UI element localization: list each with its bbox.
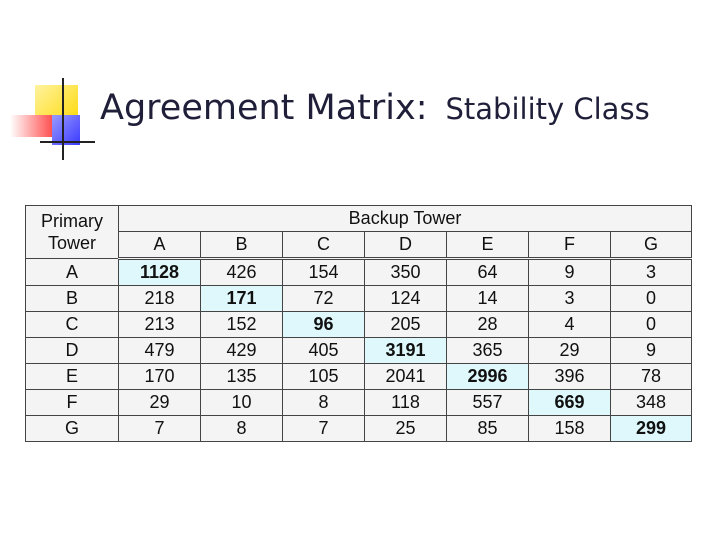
row-label: G — [25, 415, 119, 442]
row-label: A — [25, 258, 119, 286]
column-header: B — [200, 231, 283, 260]
table-row: G 7 8 7 25 85 158 299 — [25, 415, 693, 442]
matrix-cell: 4 — [528, 311, 611, 338]
matrix-cell: 205 — [364, 311, 447, 338]
group-header-row: Primary Tower Backup Tower — [25, 205, 693, 259]
diagonal-cell: 2996 — [446, 363, 529, 390]
matrix-cell: 78 — [609, 363, 693, 390]
slide-title: Agreement Matrix: Stability Class — [100, 88, 650, 128]
matrix-cell: 25 — [364, 415, 447, 442]
matrix-cell: 170 — [118, 363, 201, 390]
matrix-cell: 8 — [200, 415, 283, 442]
table-row: B 218 171 72 124 14 3 0 — [25, 285, 693, 312]
column-header: D — [364, 231, 447, 260]
matrix-cell: 9 — [609, 337, 693, 364]
row-label: F — [25, 389, 119, 416]
agreement-matrix: Primary Tower Backup Tower A B C D E F G… — [25, 205, 693, 442]
matrix-cell: 405 — [282, 337, 365, 364]
matrix-cell: 10 — [200, 389, 283, 416]
matrix-cell: 3 — [528, 285, 611, 312]
table-row: A 1128 426 154 350 64 9 3 — [25, 258, 693, 286]
title-decoration — [10, 78, 95, 160]
diagonal-cell: 299 — [609, 415, 693, 442]
matrix-body: A 1128 426 154 350 64 9 3 B 218 171 72 124 14 3 0 C 213 15… — [25, 258, 693, 442]
group-header: Backup Tower — [117, 205, 693, 232]
matrix-cell: 365 — [446, 337, 529, 364]
title-main: Agreement Matrix: — [100, 88, 428, 128]
matrix-cell: 426 — [200, 258, 283, 286]
matrix-cell: 7 — [282, 415, 365, 442]
column-header: A — [118, 231, 201, 260]
matrix-cell: 64 — [446, 258, 529, 286]
matrix-cell: 429 — [200, 337, 283, 364]
matrix-cell: 213 — [118, 311, 201, 338]
matrix-cell: 9 — [528, 258, 611, 286]
diagonal-cell: 1128 — [118, 258, 201, 286]
column-header: F — [528, 231, 611, 260]
column-header-row: A B C D E F G — [26, 231, 693, 260]
matrix-cell: 72 — [282, 285, 365, 312]
matrix-cell: 29 — [118, 389, 201, 416]
row-label: C — [25, 311, 119, 338]
row-label: D — [25, 337, 119, 364]
column-header: E — [446, 231, 529, 260]
matrix-cell: 0 — [609, 285, 693, 312]
matrix-cell: 152 — [200, 311, 283, 338]
matrix-cell: 85 — [446, 415, 529, 442]
matrix-cell: 124 — [364, 285, 447, 312]
corner-label-line1: Primary — [41, 211, 103, 231]
diagonal-cell: 3191 — [364, 337, 447, 364]
agreement-table: Primary Tower Backup Tower A B C D E F G… — [25, 205, 693, 442]
matrix-cell: 158 — [528, 415, 611, 442]
title-sub: Stability Class — [445, 92, 650, 126]
matrix-cell: 3 — [609, 258, 693, 286]
matrix-cell: 348 — [609, 389, 693, 416]
matrix-cell: 7 — [118, 415, 201, 442]
matrix-cell: 8 — [282, 389, 365, 416]
matrix-cell: 29 — [528, 337, 611, 364]
matrix-cell: 0 — [609, 311, 693, 338]
matrix-cell: 218 — [118, 285, 201, 312]
matrix-cell: 557 — [446, 389, 529, 416]
column-header: G — [609, 231, 693, 260]
matrix-cell: 396 — [528, 363, 611, 390]
matrix-cell: 14 — [446, 285, 529, 312]
matrix-cell: 2041 — [364, 363, 447, 390]
table-row: F 29 10 8 118 557 669 348 — [25, 389, 693, 416]
matrix-cell: 105 — [282, 363, 365, 390]
diagonal-cell: 669 — [528, 389, 611, 416]
matrix-cell: 154 — [282, 258, 365, 286]
diagonal-cell: 96 — [282, 311, 365, 338]
table-row: E 170 135 105 2041 2996 396 78 — [25, 363, 693, 390]
row-label: B — [25, 285, 119, 312]
matrix-cell: 135 — [200, 363, 283, 390]
table-row: C 213 152 96 205 28 4 0 — [25, 311, 693, 338]
column-header: C — [282, 231, 365, 260]
diagonal-cell: 171 — [200, 285, 283, 312]
corner-label-line2: Tower — [47, 233, 96, 253]
matrix-cell: 350 — [364, 258, 447, 286]
matrix-cell: 479 — [118, 337, 201, 364]
table-row: D 479 429 405 3191 365 29 9 — [25, 337, 693, 364]
matrix-cell: 118 — [364, 389, 447, 416]
row-label: E — [25, 363, 119, 390]
corner-header: Primary Tower — [25, 205, 119, 259]
matrix-cell: 28 — [446, 311, 529, 338]
